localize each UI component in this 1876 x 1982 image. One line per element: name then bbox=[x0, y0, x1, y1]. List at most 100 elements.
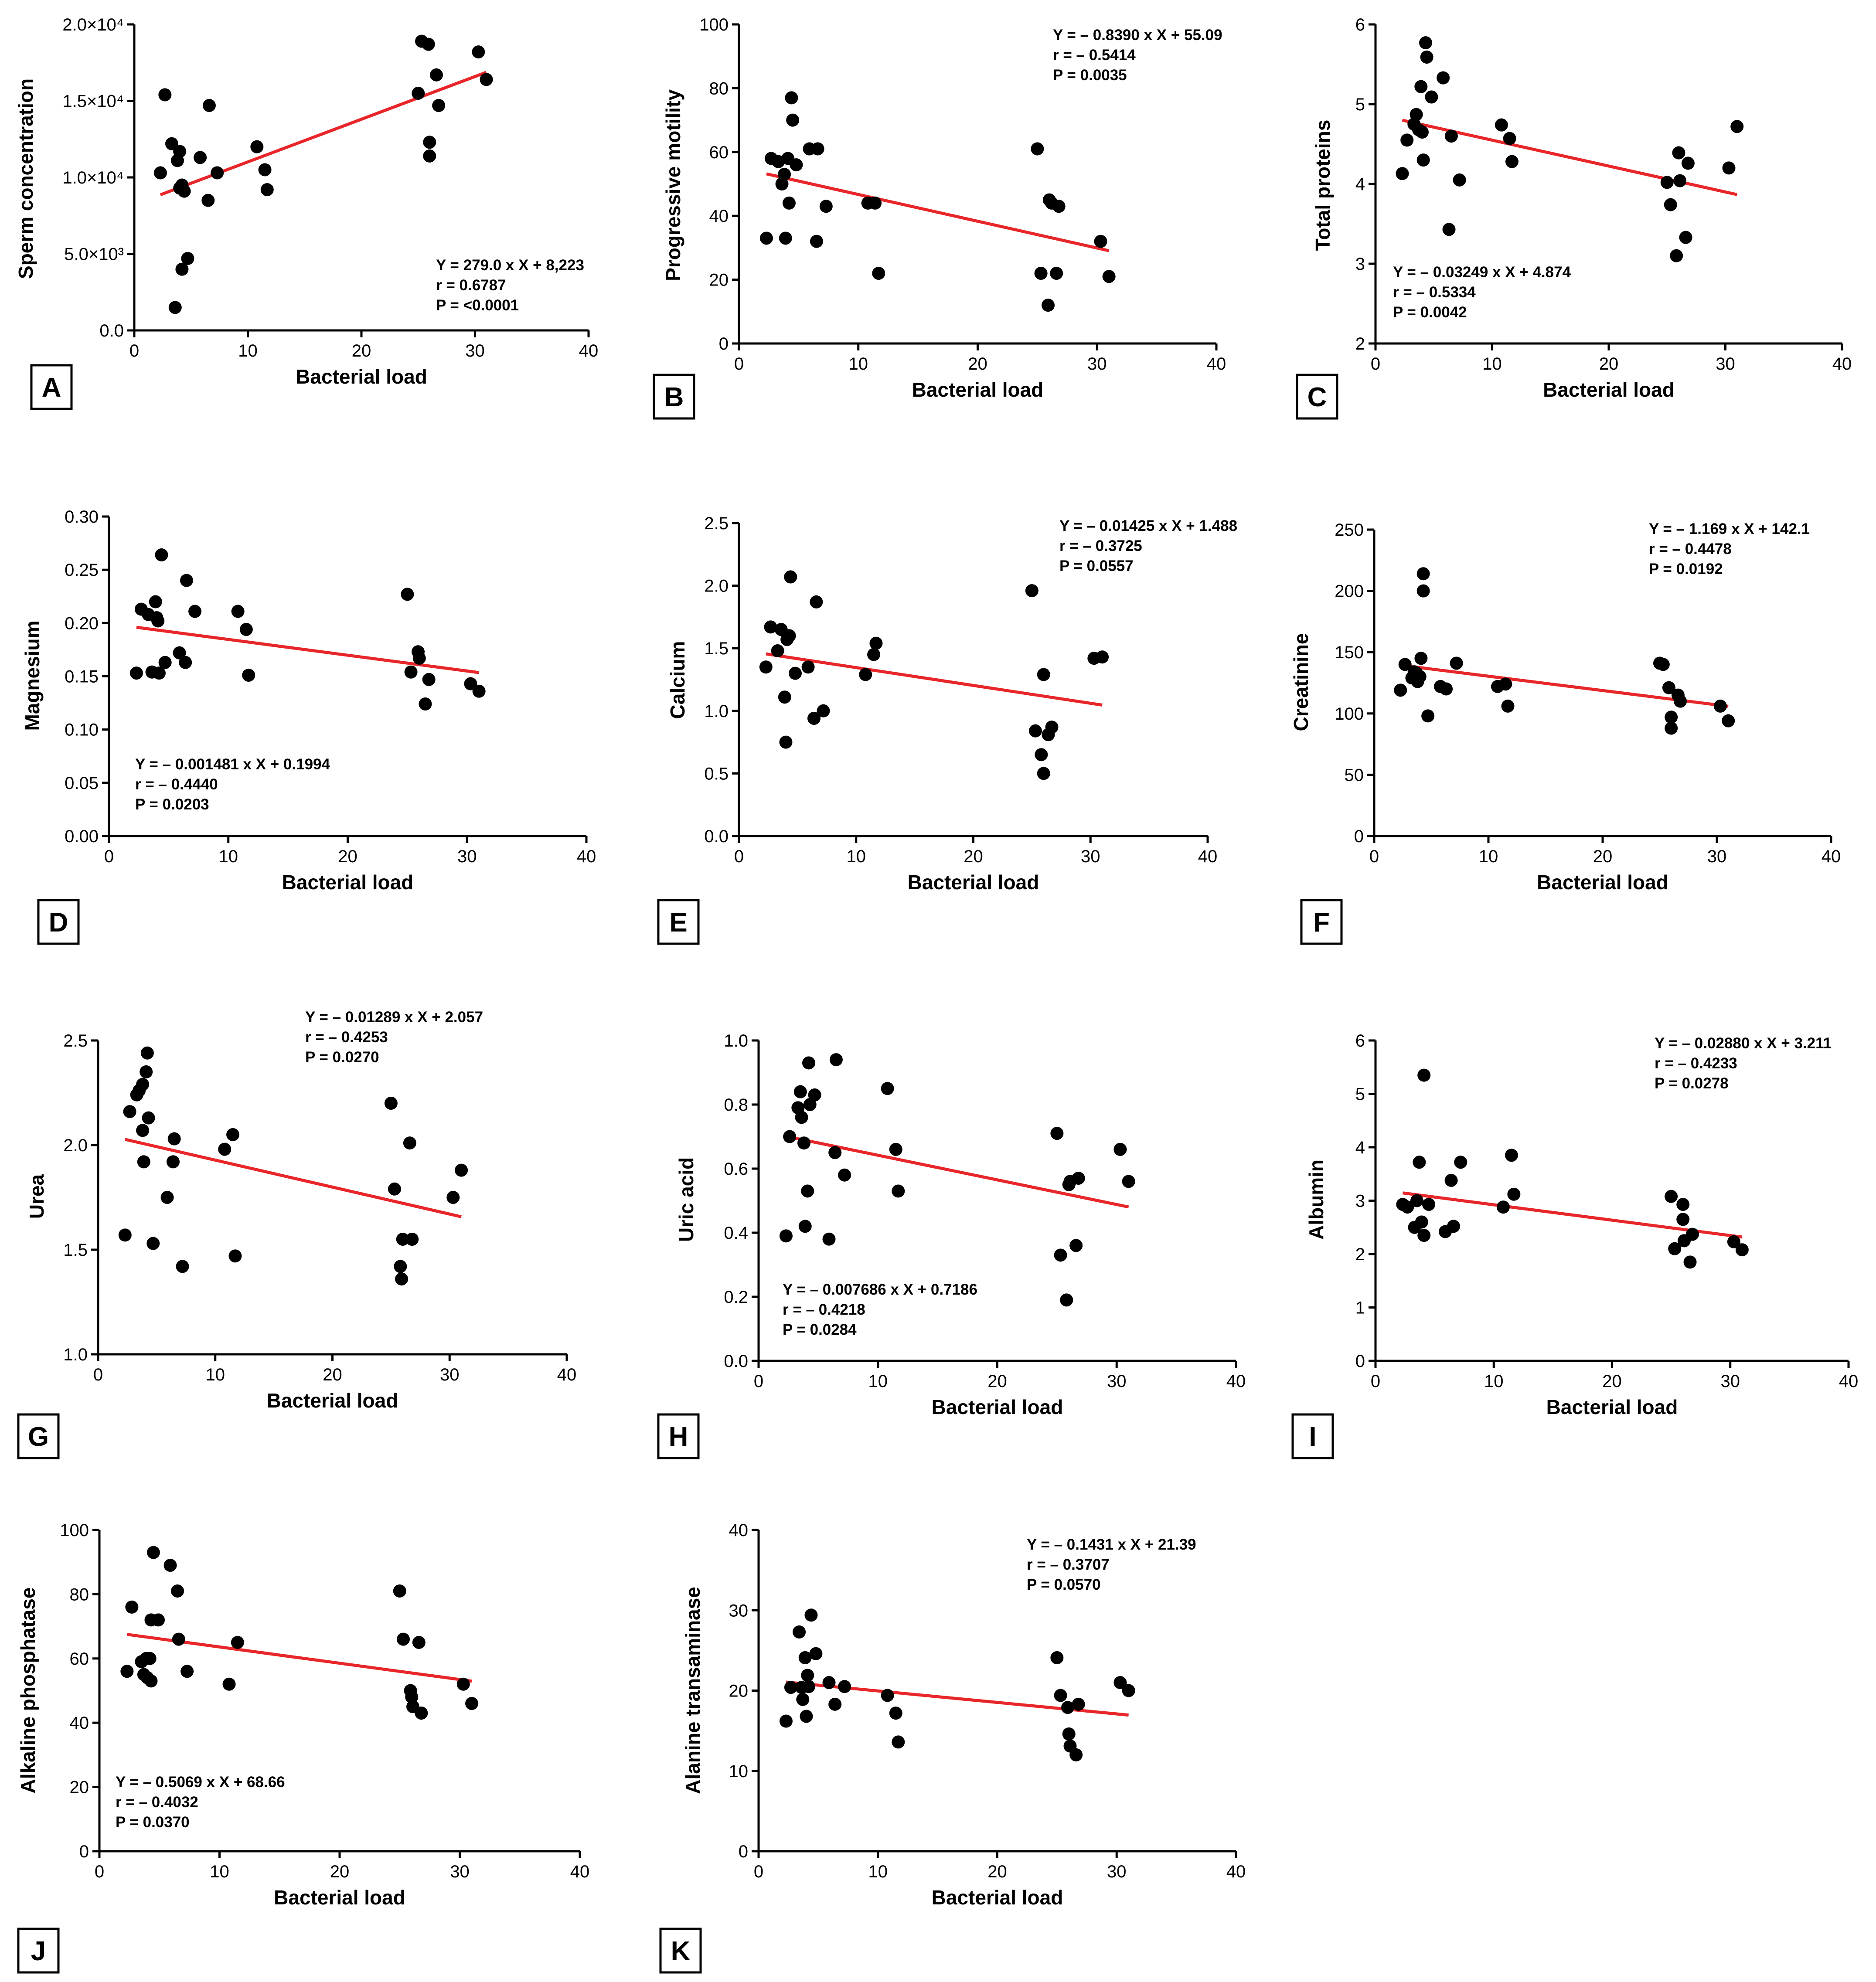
data-point bbox=[415, 1707, 428, 1720]
data-point bbox=[778, 168, 791, 181]
y-tick-label: 1.0 bbox=[724, 1031, 748, 1050]
data-point bbox=[1673, 174, 1687, 187]
data-point bbox=[129, 666, 143, 680]
data-point bbox=[784, 570, 797, 584]
data-point bbox=[1505, 155, 1519, 168]
y-axis-title: Uric acid bbox=[675, 1157, 698, 1242]
data-point bbox=[143, 1652, 157, 1665]
data-point bbox=[828, 1697, 842, 1711]
data-point bbox=[140, 1065, 153, 1078]
x-tick-label: 10 bbox=[219, 847, 238, 866]
y-tick-label: 80 bbox=[70, 1585, 89, 1604]
y-tick-label: 0.05 bbox=[65, 774, 99, 793]
data-point bbox=[1094, 235, 1107, 248]
data-point bbox=[1072, 1697, 1085, 1711]
y-tick-label: 0.00 bbox=[65, 827, 99, 846]
y-tick-label: 0.5 bbox=[704, 764, 729, 783]
data-point bbox=[393, 1584, 406, 1598]
data-point bbox=[1050, 1651, 1064, 1664]
y-tick-label: 0.8 bbox=[724, 1095, 748, 1115]
data-point bbox=[809, 1647, 823, 1660]
data-point bbox=[1028, 724, 1042, 738]
y-axis-title: Sperm concentration bbox=[14, 78, 37, 279]
data-point bbox=[1416, 567, 1430, 581]
data-point bbox=[779, 231, 792, 245]
data-point bbox=[177, 184, 191, 198]
y-axis-title: Calcium bbox=[666, 641, 689, 719]
data-point bbox=[783, 1130, 797, 1143]
x-tick-label: 20 bbox=[338, 847, 357, 866]
x-tick-label: 10 bbox=[849, 354, 868, 374]
y-tick-label: 0 bbox=[79, 1842, 89, 1861]
regression-line bbox=[136, 626, 480, 674]
x-tick-label: 10 bbox=[1484, 1372, 1504, 1391]
y-tick-label: 60 bbox=[70, 1649, 89, 1669]
data-point bbox=[176, 1260, 189, 1273]
panel-label: J bbox=[31, 1936, 46, 1966]
panel-b: 0 10 20 30 40 0 20 40 60 80 100 Bacterial load Progr… bbox=[653, 15, 1226, 420]
y-tick-label: 1.5 bbox=[63, 1241, 88, 1260]
y-tick-label: 10 bbox=[729, 1762, 749, 1781]
x-tick-label: 20 bbox=[964, 847, 983, 866]
data-point bbox=[422, 673, 436, 686]
x-tick-label: 30 bbox=[450, 1862, 470, 1881]
panel-label: C bbox=[1307, 382, 1327, 412]
x-tick-label: 40 bbox=[557, 1365, 577, 1384]
y-tick-label: 150 bbox=[1335, 643, 1364, 662]
data-point bbox=[158, 88, 172, 102]
data-point bbox=[384, 1097, 398, 1110]
data-point bbox=[120, 1665, 134, 1678]
data-point bbox=[1122, 1175, 1135, 1188]
data-point bbox=[397, 1632, 410, 1646]
data-point bbox=[175, 262, 189, 276]
data-point bbox=[759, 660, 773, 674]
x-tick-label: 0 bbox=[129, 341, 139, 360]
data-point bbox=[1417, 1068, 1431, 1082]
y-tick-label: 0.0 bbox=[724, 1352, 748, 1371]
panel-label-box bbox=[1300, 899, 1343, 945]
data-point bbox=[889, 1142, 902, 1156]
regression-equation: Y = – 0.01289 x X + 2.057 bbox=[305, 1009, 483, 1026]
data-point bbox=[125, 1600, 139, 1614]
data-point bbox=[403, 1136, 416, 1150]
data-point bbox=[1713, 699, 1727, 713]
x-tick-label: 40 bbox=[577, 847, 596, 866]
data-point bbox=[807, 712, 821, 725]
y-tick-label: 6 bbox=[1355, 1031, 1365, 1050]
data-point bbox=[168, 301, 182, 314]
data-point bbox=[784, 1681, 797, 1694]
x-tick-label: 40 bbox=[1226, 1372, 1246, 1391]
x-tick-label: 30 bbox=[1087, 354, 1107, 374]
y-axis-title: Progressive motility bbox=[662, 89, 684, 281]
correlation-r: r = – 0.3725 bbox=[1059, 537, 1142, 554]
data-point bbox=[1495, 118, 1508, 132]
x-tick-label: 20 bbox=[987, 1372, 1007, 1391]
data-point bbox=[395, 1272, 409, 1286]
y-tick-label: 0 bbox=[719, 334, 729, 354]
data-point bbox=[811, 142, 824, 156]
data-point bbox=[455, 1163, 468, 1177]
data-point bbox=[1421, 709, 1435, 723]
x-axis-title: Bacterial load bbox=[908, 871, 1039, 894]
data-point bbox=[142, 1111, 155, 1125]
regression-equation: Y = – 0.02880 x X + 3.211 bbox=[1655, 1035, 1832, 1052]
y-tick-label: 0.15 bbox=[65, 667, 99, 687]
data-point bbox=[779, 735, 793, 749]
correlation-r: r = – 0.4032 bbox=[116, 1794, 198, 1811]
y-tick-label: 50 bbox=[1345, 765, 1364, 785]
data-point bbox=[405, 1233, 419, 1246]
p-value: P = 0.0370 bbox=[116, 1814, 190, 1831]
data-point bbox=[1499, 677, 1512, 691]
data-point bbox=[782, 196, 796, 210]
data-point bbox=[1410, 1194, 1423, 1207]
x-axis-title: Bacterial load bbox=[1537, 871, 1668, 894]
data-point bbox=[1496, 1200, 1510, 1214]
data-point bbox=[136, 1124, 150, 1137]
data-point bbox=[432, 99, 446, 112]
data-point bbox=[859, 668, 872, 681]
data-point bbox=[1444, 129, 1458, 143]
y-tick-label: 1.0 bbox=[63, 1345, 88, 1364]
regression-line bbox=[766, 172, 1110, 252]
x-tick-label: 40 bbox=[570, 1862, 590, 1881]
